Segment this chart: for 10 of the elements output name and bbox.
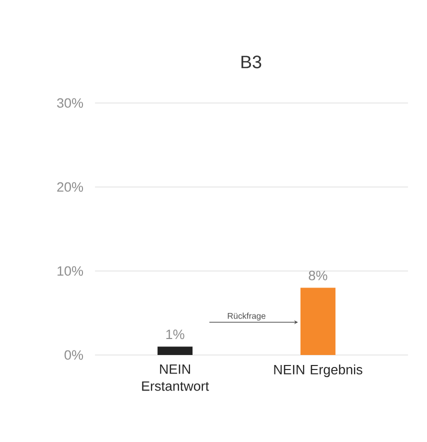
y-tick-label: 30% bbox=[57, 98, 83, 108]
y-tick-label: 10% bbox=[58, 266, 83, 276]
y-tick-label: 20% bbox=[57, 182, 83, 192]
data-label: 1% bbox=[166, 330, 184, 340]
data-label: 8% bbox=[308, 270, 328, 280]
y-tick-label: 0% bbox=[64, 350, 84, 360]
x-tick-label: NEIN Ergebnis bbox=[274, 364, 362, 378]
x-tick-label: NEIN Erstantwort bbox=[142, 364, 209, 391]
chart-title: B3 bbox=[242, 56, 262, 68]
annotation: Rückfrage bbox=[228, 312, 266, 321]
